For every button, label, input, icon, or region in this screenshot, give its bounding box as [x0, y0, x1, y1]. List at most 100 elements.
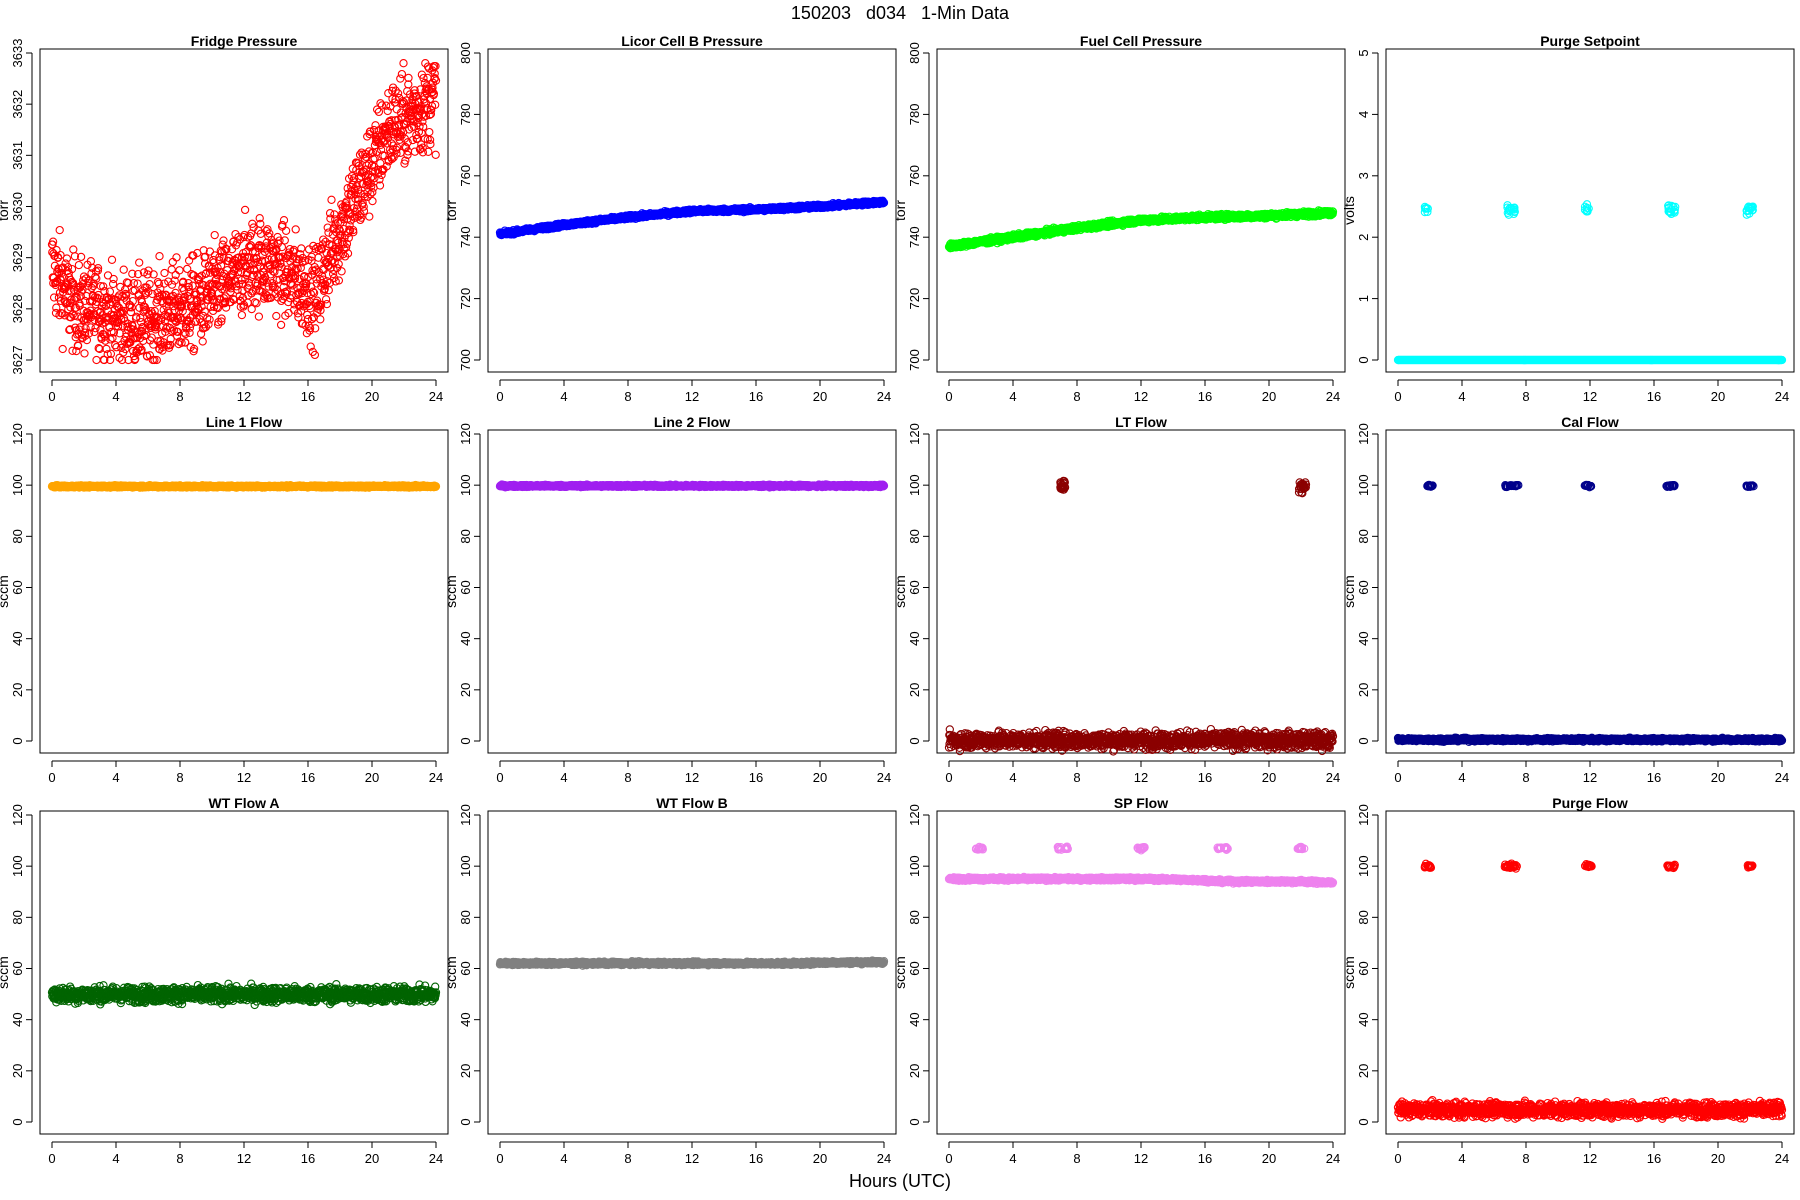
data-point — [296, 306, 306, 316]
data-point — [257, 256, 267, 265]
data-point — [213, 303, 223, 313]
data-point — [240, 205, 250, 215]
data-point — [137, 297, 147, 307]
y-tick-label: 760 — [907, 165, 922, 187]
data-point — [194, 305, 203, 314]
y-tick-label: 780 — [458, 104, 473, 126]
data-point — [145, 351, 155, 360]
data-point — [334, 259, 343, 269]
data-points — [495, 196, 889, 240]
data-point — [93, 266, 103, 275]
data-point — [396, 74, 405, 83]
data-point — [300, 256, 310, 266]
data-point — [425, 127, 434, 137]
data-point — [375, 175, 384, 184]
data-point — [256, 219, 265, 229]
data-point — [354, 161, 364, 170]
data-point — [226, 287, 235, 297]
data-point — [92, 274, 101, 283]
data-point — [396, 108, 406, 117]
data-point — [128, 269, 137, 278]
data-point — [210, 230, 219, 240]
data-point — [237, 310, 247, 320]
data-point — [108, 279, 118, 289]
data-point — [80, 349, 89, 358]
data-point — [295, 301, 304, 311]
data-point — [377, 170, 386, 180]
data-point — [60, 311, 69, 320]
data-point — [262, 278, 272, 287]
data-point — [63, 263, 73, 272]
data-point — [187, 319, 196, 328]
data-point — [254, 312, 264, 321]
y-axis-label: volts — [1341, 196, 1357, 225]
data-point — [248, 270, 258, 280]
x-tick-label: 0 — [48, 389, 55, 404]
data-point — [105, 322, 114, 332]
data-point — [117, 343, 126, 353]
data-point — [149, 270, 158, 279]
data-point — [180, 292, 189, 301]
data-point — [127, 303, 136, 312]
data-point — [182, 301, 191, 310]
data-point — [291, 225, 300, 234]
data-point — [103, 350, 112, 359]
data-point — [184, 282, 193, 292]
data-point — [306, 342, 315, 351]
data-point — [185, 328, 194, 337]
y-tick-label: 700 — [458, 349, 473, 371]
data-point — [418, 148, 428, 157]
data-point — [221, 297, 230, 306]
data-point — [157, 290, 167, 299]
data-point — [359, 202, 368, 211]
data-point — [48, 237, 58, 246]
data-point — [355, 150, 365, 159]
data-point — [80, 328, 90, 337]
data-point — [63, 266, 72, 276]
x-tick-label: 16 — [749, 389, 763, 404]
data-point — [293, 264, 302, 273]
data-point — [391, 86, 400, 95]
data-point — [171, 288, 180, 298]
chart-title: Fridge Pressure — [191, 33, 298, 49]
data-point — [365, 212, 374, 221]
data-point — [319, 235, 328, 244]
data-point — [124, 278, 133, 288]
data-point — [368, 196, 377, 206]
data-point — [79, 272, 89, 281]
data-point — [400, 142, 410, 151]
data-point — [237, 259, 246, 268]
data-point — [327, 195, 336, 204]
data-point — [177, 338, 186, 347]
data-point — [69, 245, 78, 254]
data-point — [76, 291, 85, 301]
y-tick-label: 3 — [1356, 172, 1371, 179]
data-point — [180, 328, 189, 337]
data-point — [175, 266, 184, 275]
y-tick-label: 3630 — [10, 192, 25, 221]
data-point — [416, 105, 425, 114]
data-point — [126, 307, 136, 317]
data-point — [349, 228, 358, 237]
x-axis: 0 4 8 12 16 20 24 — [945, 379, 1340, 404]
chart-title: Fuel Cell Pressure — [1080, 33, 1202, 49]
data-points — [944, 206, 1338, 253]
data-point — [121, 291, 131, 300]
data-point — [73, 341, 83, 351]
data-point — [281, 226, 291, 235]
x-tick-label: 20 — [1711, 389, 1725, 404]
data-point — [307, 314, 317, 324]
data-point — [97, 301, 107, 311]
y-tick-label: 720 — [907, 288, 922, 310]
data-point — [322, 299, 332, 309]
data-point — [128, 296, 137, 306]
data-points — [47, 59, 441, 365]
data-point — [152, 355, 161, 365]
data-point — [82, 335, 92, 345]
data-point — [308, 287, 318, 296]
data-point — [81, 274, 91, 283]
data-point — [355, 211, 364, 220]
